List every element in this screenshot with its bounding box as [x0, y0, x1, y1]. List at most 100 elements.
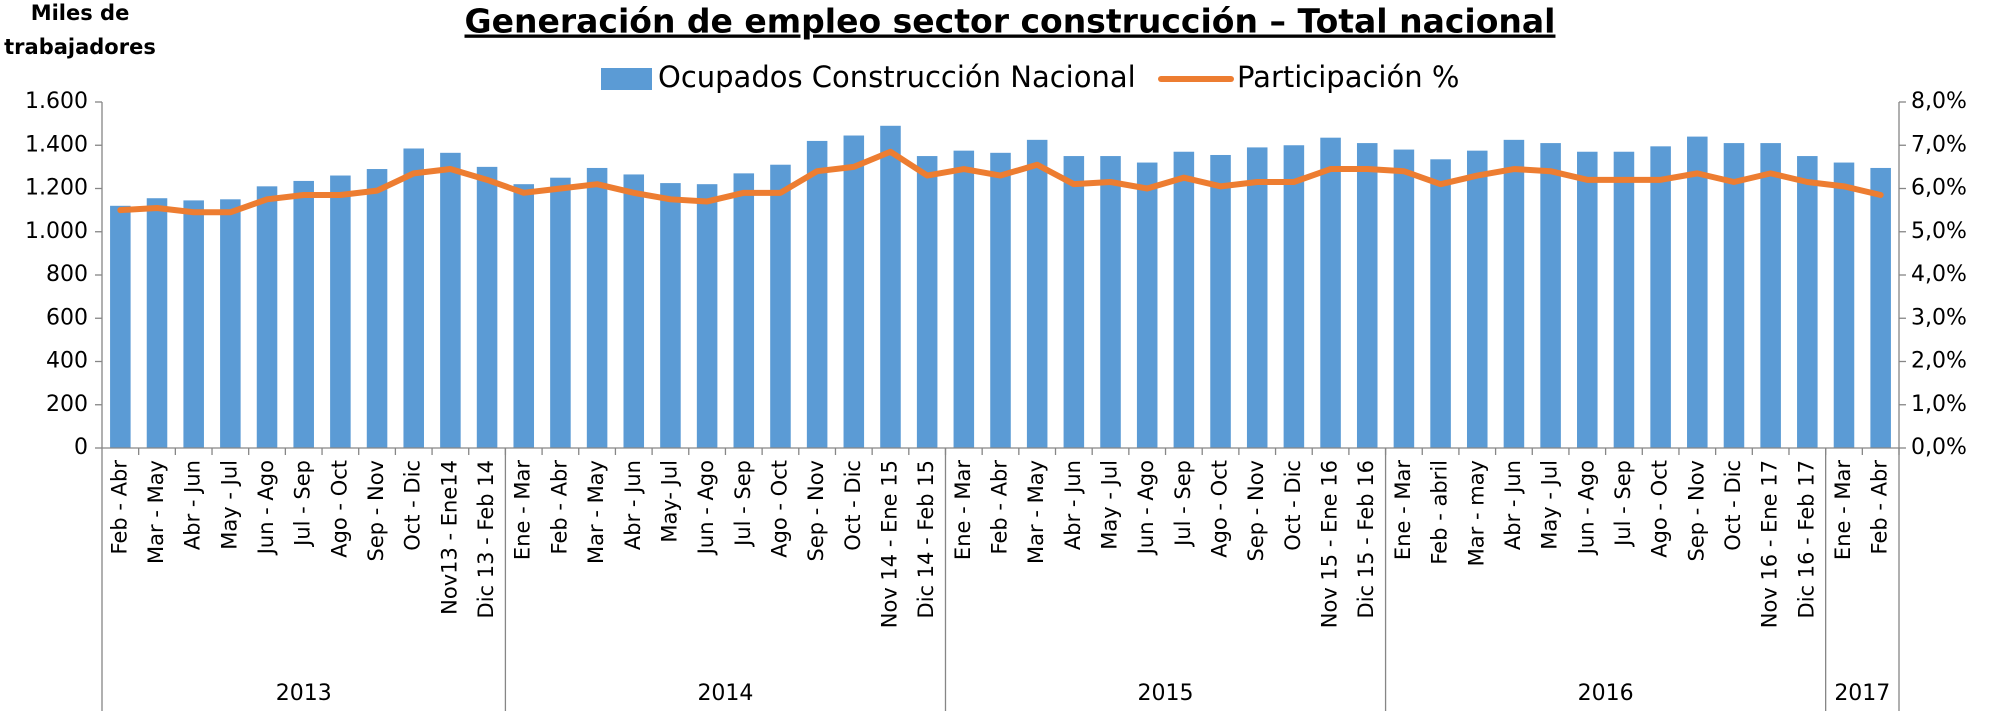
y2-tick-label: 8,0% [1911, 89, 1967, 114]
x-tick-label: Abr - Jun [1501, 460, 1525, 550]
legend-swatch [601, 68, 652, 90]
x-tick-label: May- Jul [657, 460, 681, 543]
x-tick-label: Jul - Sep [731, 460, 755, 548]
bar [550, 177, 571, 448]
bar [806, 140, 828, 449]
x-tick-label: Jul - Sep [291, 460, 315, 548]
bar [1833, 162, 1855, 449]
bar [183, 200, 204, 448]
bar [1173, 151, 1195, 449]
y-tick-label: 200 [46, 392, 88, 417]
x-tick-label: Sep - Nov [1684, 460, 1708, 562]
x-tick-label: Ene - Mar [951, 460, 975, 560]
y-tick-label: 1.600 [25, 89, 88, 114]
bar [990, 152, 1011, 448]
x-tick-label: Jun - Ago [1134, 460, 1158, 556]
bar [1466, 150, 1488, 448]
bar [1870, 167, 1891, 449]
y-tick-label: 1.200 [25, 176, 88, 201]
bar [953, 150, 975, 448]
bar [1503, 139, 1525, 448]
y-tick-label: 400 [46, 349, 88, 374]
x-tick-label: Abr - Jun [1061, 460, 1085, 550]
bar [1760, 143, 1781, 448]
bar [1283, 145, 1305, 448]
x-tick-label: Dic 16 - Feb 17 [1794, 460, 1818, 618]
x-tick-label: Oct - Dic [1281, 460, 1305, 551]
x-tick-label: Nov 14 - Ene 15 [877, 460, 901, 628]
bar [843, 135, 865, 449]
line [117, 148, 1884, 216]
bar [1650, 146, 1671, 449]
x-tick-label: Mar - May [1024, 460, 1048, 564]
bar [1026, 139, 1048, 448]
bar [916, 156, 938, 448]
x-tick-label: Oct - Dic [401, 460, 425, 551]
bar [696, 184, 718, 449]
y2-tick-label: 4,0% [1911, 262, 1967, 287]
group-label: 2013 [276, 681, 332, 706]
x-tick-label: May - Jul [1098, 460, 1122, 550]
bar [476, 166, 498, 448]
x-tick-label: Ago - Oct [327, 460, 351, 558]
bar [1210, 154, 1231, 448]
bar [733, 173, 755, 449]
y2-tick-label: 7,0% [1911, 132, 1967, 157]
bar [440, 152, 461, 448]
y-tick-label: 800 [46, 262, 88, 287]
y-axis-label: Miles de trabajadores [4, 1, 156, 59]
group-label: 2016 [1578, 681, 1634, 706]
bar [1797, 156, 1818, 448]
bar [110, 205, 131, 448]
bar [146, 198, 168, 448]
x-tick-label: Feb - abril [1428, 460, 1452, 565]
x-tick-label: Jun - Ago [254, 460, 278, 556]
y2-tick-label: 3,0% [1911, 305, 1967, 330]
bar [1356, 143, 1378, 448]
x-tick-label: Ene - Mar [1831, 460, 1855, 560]
bar [1613, 151, 1635, 449]
x-tick-label: Sep - Nov [1244, 460, 1268, 562]
bar [1063, 156, 1085, 448]
group-label: 2014 [697, 681, 753, 706]
bar [220, 199, 241, 448]
x-tick-label: Abr - Jun [621, 460, 645, 550]
x-tick-label: Oct - Dic [841, 460, 865, 551]
group-label: 2017 [1834, 681, 1890, 706]
y2-tick-label: 6,0% [1911, 176, 1967, 201]
x-tick-label: Dic 15 - Feb 16 [1354, 460, 1378, 618]
bar [880, 125, 901, 448]
bar [1246, 147, 1268, 448]
x-tick-label: Oct - Dic [1721, 460, 1745, 551]
x-tick-label: Ene - Mar [1391, 460, 1415, 560]
x-tick-label: Nov 15 - Ene 16 [1318, 460, 1342, 628]
y2-tick-label: 0,0% [1911, 435, 1967, 460]
x-tick-label: Jun - Ago [694, 460, 718, 556]
y2-tick-label: 1,0% [1911, 392, 1967, 417]
x-tick-label: Nov13 - Ene14 [437, 460, 461, 615]
y-tick-label: 1.400 [25, 132, 88, 157]
x-tick-label: Sep - Nov [804, 460, 828, 562]
group-label: 2015 [1138, 681, 1194, 706]
x-tick-label: Jun - Ago [1574, 460, 1598, 556]
x-tick-label: Nov 16 - Ene 17 [1758, 460, 1782, 628]
bar [513, 184, 535, 449]
bar [1136, 162, 1158, 449]
y2-tick-label: 2,0% [1911, 349, 1967, 374]
x-tick-label: Abr - Jun [181, 460, 205, 550]
x-tick-label: Ago - Oct [767, 460, 791, 558]
x-tick-label: Feb - Abr [1868, 460, 1892, 555]
x-tick-label: May - Jul [1538, 460, 1562, 550]
x-tick-label: Mar - May [584, 460, 608, 564]
x-tick-label: Jul - Sep [1611, 460, 1635, 548]
chart-title: Generación de empleo sector construcción… [465, 2, 1556, 41]
bar [1577, 151, 1598, 449]
y-tick-label: 1.000 [25, 219, 88, 244]
y-tick-label: 0 [74, 435, 88, 460]
y2-tick-label: 5,0% [1911, 219, 1967, 244]
bar [366, 169, 388, 448]
x-tick-label: Ene - Mar [511, 460, 535, 560]
bar [660, 183, 681, 448]
bar [623, 174, 645, 448]
x-tick-label: Jul - Sep [1171, 460, 1195, 548]
